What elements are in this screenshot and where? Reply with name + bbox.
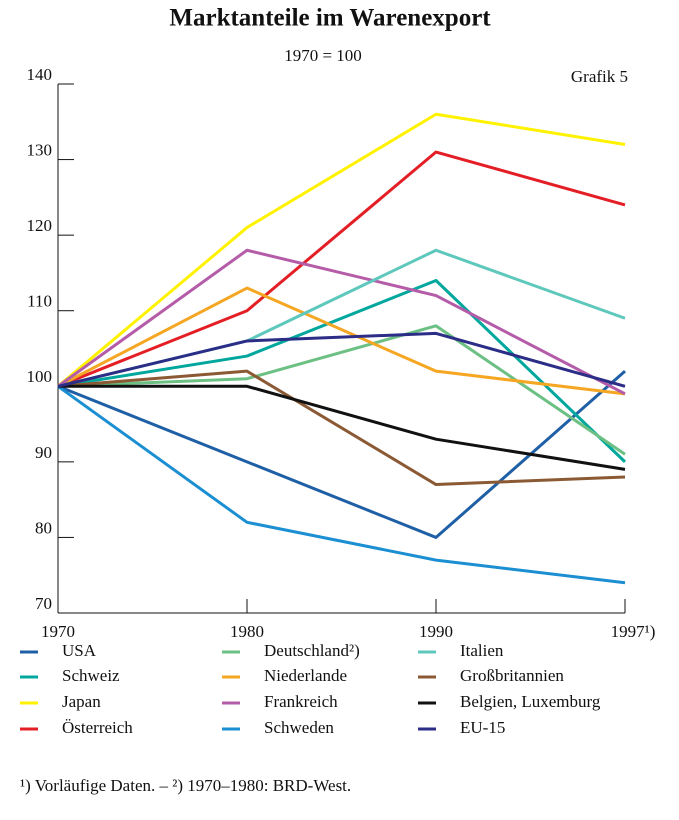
y-tick-label: 130 — [27, 140, 53, 159]
y-tick-label: 90 — [35, 443, 52, 462]
chart-subtitle: 1970 = 100 — [284, 46, 362, 65]
legend-label: Niederlande — [264, 666, 347, 685]
series-line — [57, 286, 626, 396]
legend-label: Österreich — [62, 718, 133, 737]
annotation: Grafik 5 — [571, 67, 628, 86]
x-tick-label: 1990 — [419, 622, 453, 641]
legend-label: Schweden — [264, 718, 334, 737]
y-tick-label: 140 — [27, 65, 53, 84]
chart-title: Marktanteile im Warenexport — [169, 5, 491, 32]
legend-label: Schweiz — [62, 666, 120, 685]
legend-label: Frankreich — [264, 692, 338, 711]
x-tick-label: 1980 — [230, 622, 264, 641]
legend-label: Belgien, Luxemburg — [460, 692, 601, 711]
legend-label: Großbritannien — [460, 666, 564, 685]
series-line — [57, 324, 626, 456]
series-line — [57, 385, 626, 585]
series-line — [57, 331, 626, 388]
legend-label: Italien — [460, 641, 504, 660]
series-line — [57, 112, 626, 388]
y-tick-label: 80 — [35, 518, 52, 537]
legend-label: Deutschland²) — [264, 641, 360, 660]
series-line — [57, 150, 626, 388]
series-line — [57, 278, 627, 463]
series-line — [57, 369, 626, 487]
y-tick-label: 110 — [27, 292, 52, 311]
y-tick-label: 100 — [27, 367, 53, 386]
y-tick-label: 70 — [35, 594, 52, 613]
series-line — [58, 384, 626, 471]
legend-label: EU-15 — [460, 718, 505, 737]
x-tick-label: 1997¹) — [611, 622, 656, 641]
legend-label: USA — [62, 641, 97, 660]
footnote: ¹) Vorläufige Daten. – ²) 1970–1980: BRD… — [20, 776, 351, 795]
legend-label: Japan — [62, 692, 101, 711]
y-tick-label: 120 — [27, 216, 53, 235]
series-line — [57, 248, 626, 396]
x-tick-label: 1970 — [41, 622, 75, 641]
